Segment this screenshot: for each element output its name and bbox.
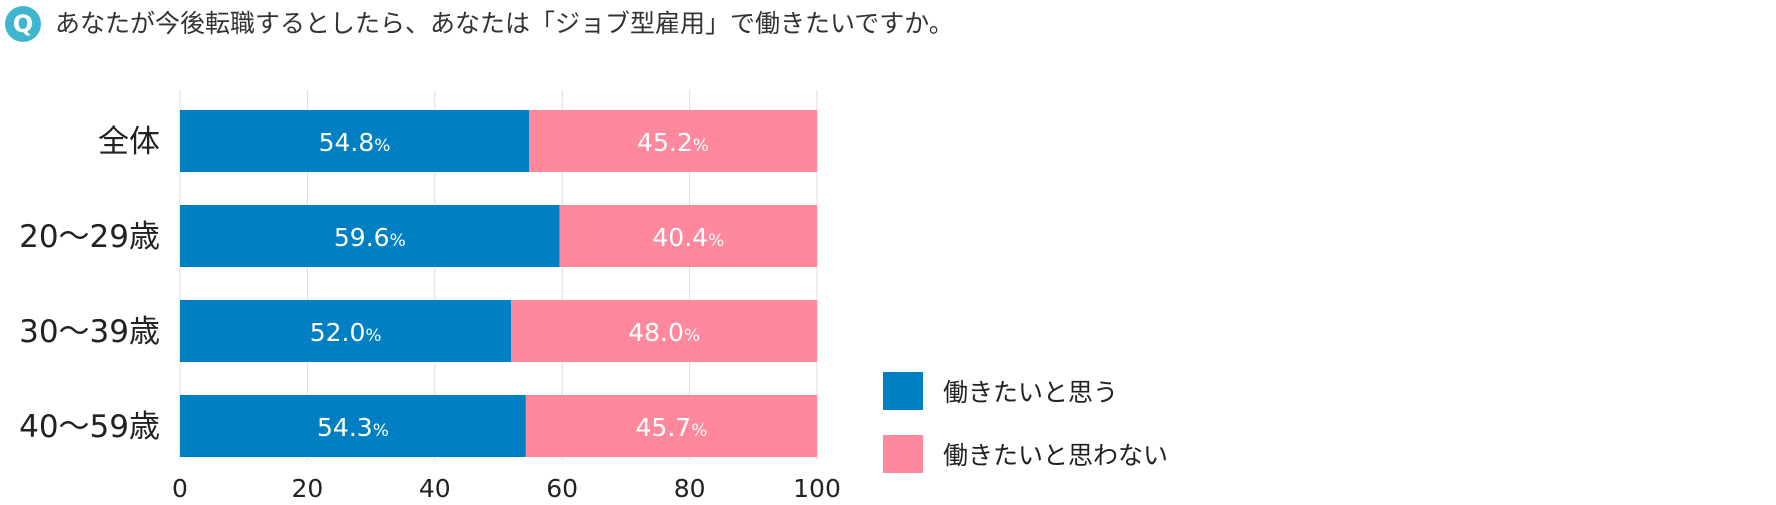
- category-label: 20〜29歳: [19, 219, 160, 255]
- data-label: 40.4%: [652, 223, 724, 252]
- legend-label-no: 働きたいと思わない: [943, 441, 1169, 470]
- bar-segment: [180, 395, 526, 457]
- x-tick-label: 40: [419, 474, 451, 503]
- bar-segment: [529, 110, 817, 172]
- bar-segment: [180, 300, 512, 362]
- question-title: あなたが今後転職するとしたら、あなたは「ジョブ型雇用」で働きたいですか。: [55, 9, 954, 38]
- bar-segment: [559, 205, 817, 267]
- x-tick-label: 100: [793, 474, 841, 503]
- legend: 働きたいと思う 働きたいと思わない: [883, 372, 1168, 498]
- data-label: 45.2%: [637, 128, 709, 157]
- x-tick-label: 0: [172, 474, 188, 503]
- legend-label-yes: 働きたいと思う: [943, 378, 1119, 407]
- data-label: 52.0%: [310, 318, 382, 347]
- bar-segment: [180, 110, 530, 172]
- data-label: 45.7%: [636, 413, 708, 442]
- x-tick-label: 60: [546, 474, 578, 503]
- question-badge: Q: [5, 6, 41, 42]
- legend-swatch-yes: [883, 372, 923, 410]
- data-label: 59.6%: [334, 223, 406, 252]
- data-label: 54.3%: [317, 413, 389, 442]
- legend-item-no: 働きたいと思わない: [883, 435, 1168, 473]
- category-label: 30〜39歳: [19, 314, 160, 350]
- category-label: 40〜59歳: [19, 409, 160, 445]
- x-tick-label: 20: [291, 474, 323, 503]
- data-label: 48.0%: [628, 318, 700, 347]
- data-label: 54.8%: [319, 128, 391, 157]
- bar-segment: [511, 300, 817, 362]
- legend-swatch-no: [883, 435, 923, 473]
- legend-item-yes: 働きたいと思う: [883, 372, 1168, 410]
- bar-segment: [525, 395, 817, 457]
- category-label: 全体: [98, 124, 160, 160]
- x-tick-label: 80: [674, 474, 706, 503]
- bar-segment: [180, 205, 560, 267]
